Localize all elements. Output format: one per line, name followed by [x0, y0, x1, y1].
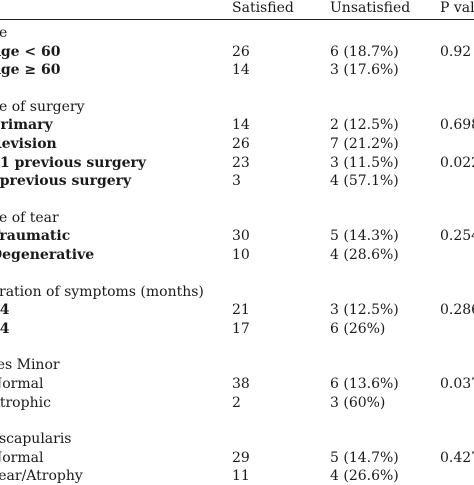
cell-p-value: 0.286: [440, 302, 474, 319]
row-label: Normal: [0, 449, 44, 466]
header-rule: [0, 19, 474, 20]
section-title: pe of surgery: [0, 98, 474, 116]
cell-satisfied: 26: [232, 136, 250, 152]
cell-satisfied: 21: [232, 302, 250, 319]
column-header-unsatisfied: Unsatisfied: [330, 0, 411, 16]
section-title: bscapularis: [0, 430, 474, 448]
table-row: 1 previous surgery 23 3 (11.5%) 0.022: [0, 154, 474, 172]
cell-p-value: 0.037: [440, 376, 474, 392]
table-row: Tear/Atrophy 11 4 (26.6%): [0, 467, 474, 485]
table-row: Atrophic 2 3 (60%): [0, 394, 474, 412]
section-title-label: pe of tear: [0, 209, 59, 226]
cell-unsatisfied: 5 (14.3%): [330, 228, 399, 245]
cell-satisfied: 2: [232, 394, 241, 411]
cell-unsatisfied: 3 (17.6%): [330, 62, 399, 79]
row-label: 1previous surgery: [0, 173, 132, 190]
cell-p-value: 0.427: [440, 449, 474, 466]
cell-unsatisfied: 4 (57.1%): [330, 173, 399, 190]
column-header-satisfied: Satisfied: [232, 0, 294, 16]
section-title-label: uration of symptoms (months): [0, 283, 204, 300]
row-label: Age < 60: [0, 43, 61, 60]
section-title-label: ge: [0, 25, 8, 41]
section-title: uration of symptoms (months): [0, 283, 474, 301]
cell-satisfied: 30: [232, 228, 250, 245]
cell-p-value: 0.92: [440, 43, 472, 60]
row-label: Atrophic: [0, 394, 51, 411]
row-label: Traumatic: [0, 228, 71, 245]
row-label: 24: [0, 302, 10, 319]
table-row: Traumatic 30 5 (14.3%) 0.254: [0, 227, 474, 245]
section-title-label: res Minor: [0, 357, 60, 374]
cell-satisfied: 3: [232, 173, 241, 190]
section-title-label: bscapularis: [0, 431, 72, 448]
row-label: Age ≥ 60: [0, 62, 61, 79]
row-label: Degenerative: [0, 247, 95, 263]
cell-satisfied: 29: [232, 449, 250, 466]
section-title-label: pe of surgery: [0, 98, 85, 115]
row-label: Revision: [0, 136, 57, 152]
cell-satisfied: 17: [232, 320, 250, 337]
cell-unsatisfied: 6 (26%): [330, 320, 386, 337]
cell-p-value: 0.698: [440, 117, 474, 134]
section-title: res Minor: [0, 356, 474, 374]
cell-unsatisfied: 3 (11.5%): [330, 154, 399, 171]
cell-satisfied: 10: [232, 247, 250, 263]
cell-satisfied: 14: [232, 117, 250, 134]
cell-unsatisfied: 4 (26.6%): [330, 468, 399, 485]
table-row: 1previous surgery 3 4 (57.1%): [0, 172, 474, 190]
cell-satisfied: 11: [232, 468, 250, 485]
section-title: ge: [0, 24, 474, 42]
row-label: 24: [0, 320, 10, 337]
cell-p-value: 0.022: [440, 154, 474, 171]
cell-satisfied: 23: [232, 154, 250, 171]
row-label: Primary: [0, 117, 53, 134]
cell-unsatisfied: 4 (28.6%): [330, 247, 399, 263]
table-row: Degenerative 10 4 (28.6%): [0, 246, 474, 264]
table-row: Age < 60 26 6 (18.7%) 0.92: [0, 43, 474, 61]
cell-unsatisfied: 6 (18.7%): [330, 43, 399, 60]
cell-unsatisfied: 2 (12.5%): [330, 117, 399, 134]
row-label: Tear/Atrophy: [0, 468, 83, 485]
row-label: Normal: [0, 376, 44, 392]
table-row: Primary 14 2 (12.5%) 0.698: [0, 116, 474, 134]
table-row: Normal 29 5 (14.7%) 0.427: [0, 449, 474, 467]
row-label: 1 previous surgery: [0, 154, 147, 171]
section-title: pe of tear: [0, 209, 474, 227]
cell-satisfied: 38: [232, 376, 250, 392]
cell-satisfied: 26: [232, 43, 250, 60]
cell-unsatisfied: 6 (13.6%): [330, 376, 399, 392]
cell-unsatisfied: 5 (14.7%): [330, 449, 399, 466]
cell-p-value: 0.254: [440, 228, 474, 245]
cell-unsatisfied: 7 (21.2%): [330, 136, 399, 152]
table-row: Revision 26 7 (21.2%): [0, 135, 474, 153]
table-row: Normal 38 6 (13.6%) 0.037: [0, 375, 474, 393]
cell-unsatisfied: 3 (60%): [330, 394, 386, 411]
column-header-p-value: P val: [440, 0, 474, 16]
table-row: 24 17 6 (26%): [0, 320, 474, 338]
cell-unsatisfied: 3 (12.5%): [330, 302, 399, 319]
cell-satisfied: 14: [232, 62, 250, 79]
table-row: 24 21 3 (12.5%) 0.286: [0, 301, 474, 319]
table-row: Age ≥ 60 14 3 (17.6%): [0, 61, 474, 79]
